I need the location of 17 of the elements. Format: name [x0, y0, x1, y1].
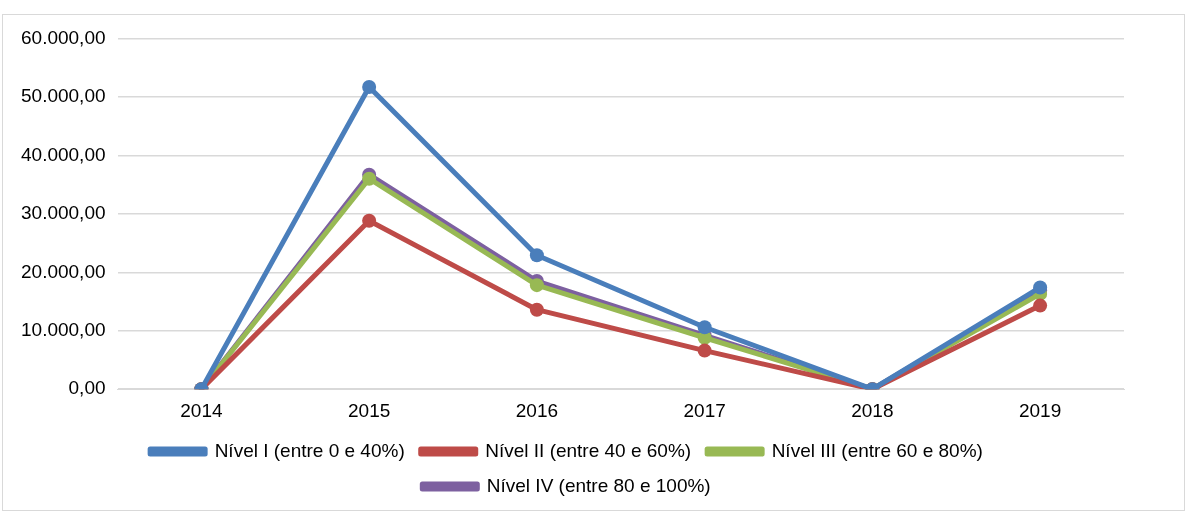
y-tick-label: 40.000,00 — [20, 143, 106, 165]
x-tick-label: 2019 — [1018, 399, 1062, 421]
legend-label: Nível II (entre 40 e 60%) — [485, 439, 692, 461]
y-tick-label: 30.000,00 — [20, 202, 106, 224]
x-tick-label: 2016 — [515, 399, 559, 421]
y-tick-label: 60.000,00 — [20, 26, 106, 48]
x-tick-label: 2017 — [683, 399, 726, 421]
x-tick-label: 2018 — [851, 399, 894, 421]
legend-label: Nível I (entre 0 e 40%) — [214, 439, 405, 461]
legend-label: Nível III (entre 60 e 80%) — [771, 439, 983, 461]
y-tick-label: 50.000,00 — [20, 85, 106, 107]
x-tick-label: 2015 — [348, 399, 391, 421]
y-tick-label: 20.000,00 — [20, 260, 106, 282]
legend-label: Nível IV (entre 80 e 100%) — [486, 474, 711, 496]
x-tick-label: 2014 — [180, 399, 223, 421]
y-tick-label: 0,00 — [68, 377, 106, 399]
y-tick-label: 10.000,00 — [20, 318, 106, 340]
